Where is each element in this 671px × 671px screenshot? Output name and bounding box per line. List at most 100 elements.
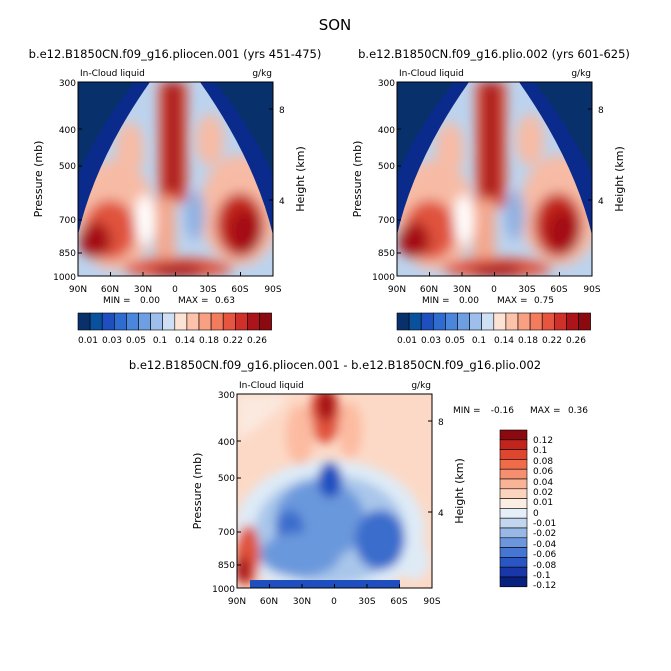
panel-2-colorbar-label: 0.14 [494, 336, 514, 346]
panel-2-colorbar-label: 0.05 [445, 336, 465, 346]
panel-3-units: g/kg [411, 381, 431, 391]
panel-3-xtick: 90S [423, 597, 440, 607]
panel-3-colorbar-label: -0.04 [533, 540, 557, 550]
panel-3-xtick: 60N [260, 597, 278, 607]
panel-2-ytick: 850 [378, 249, 395, 259]
panel-1-colorbar-label: 0.05 [126, 336, 146, 346]
colorbar-swatch [529, 312, 543, 331]
panel-1-colorbar-label: 0.18 [199, 336, 219, 346]
panel-3-xtick: 0 [331, 597, 337, 607]
colorbar-swatch [499, 537, 528, 548]
panel-3-ytick: 500 [218, 474, 235, 484]
panel-2: b.e12.B1850CN.f09_g16.plio.002 (yrs 601-… [351, 47, 630, 346]
panel-3-colorbar-label: -0.02 [533, 529, 556, 539]
panel-2-max-label: MAX = [497, 296, 528, 306]
colorbar-swatch [499, 576, 528, 588]
panel-1-min-value: 0.00 [140, 296, 160, 306]
panel-3: b.e12.B1850CN.f09_g16.pliocen.001 - b.e1… [129, 358, 588, 607]
panel-2-xtick: 0 [491, 285, 497, 295]
colorbar-swatch [499, 449, 528, 460]
panel-3-ylabel: Pressure (mb) [191, 453, 204, 530]
panel-2-height-tick: 4 [598, 197, 604, 207]
panel-1-tick-marks [77, 81, 274, 277]
colorbar-swatch [578, 312, 591, 331]
colorbar-swatch [89, 312, 103, 331]
panel-1-xtick: 90N [69, 285, 87, 295]
panel-3-colorbar-label: -0.08 [533, 561, 557, 571]
panel-1-height-tick: 4 [279, 197, 285, 207]
panel-3-colorbar-label: 0.04 [533, 478, 553, 488]
panel-3-axes: 300 400 500 700 850 1000 90N 60N 30N 0 3… [191, 391, 466, 607]
panel-1-ytick: 400 [59, 126, 76, 136]
panel-1-colorbar [77, 312, 272, 331]
panel-2-xtick: 90S [583, 285, 600, 295]
panel-3-colorbar-label: -0.12 [533, 581, 556, 591]
panel-3-colorbar-label: 0.01 [533, 498, 553, 508]
panel-1-ytick: 700 [59, 216, 76, 226]
colorbar-swatch [499, 488, 528, 499]
panel-3-xtick: 30N [293, 597, 311, 607]
panel-1-colorbar-label: 0.14 [175, 336, 195, 346]
panel-1-colorbar-label: 0.01 [78, 336, 98, 346]
colorbar-swatch [499, 459, 528, 470]
panel-3-height-tick: 4 [438, 509, 444, 519]
panel-1-max-value: 0.63 [215, 296, 235, 306]
colorbar-swatch [114, 312, 127, 331]
panel-2-units: g/kg [571, 69, 591, 79]
panel-1-xtick: 60N [101, 285, 119, 295]
panel-3-xtick: 60S [390, 597, 407, 607]
colorbar-swatch [499, 547, 528, 558]
colorbar-swatch [432, 312, 446, 331]
colorbar-swatch [493, 312, 507, 331]
panel-3-xtick: 30S [358, 597, 375, 607]
panel-1-xtick: 30S [199, 285, 216, 295]
panel-2-xtick: 90N [388, 285, 406, 295]
panel-3-field [237, 394, 432, 588]
colorbar-swatch [499, 566, 528, 578]
panel-1-xtick: 0 [172, 285, 178, 295]
colorbar-swatch [126, 312, 139, 331]
panel-3-colorbar-label: 0.08 [533, 457, 553, 467]
panel-3-ytick: 1000 [212, 585, 235, 595]
panel-2-ytick: 500 [378, 162, 395, 172]
panel-2-colorbar-label: 0.01 [397, 336, 417, 346]
colorbar-swatch [553, 312, 567, 331]
panel-3-colorbar-label: 0 [533, 509, 539, 519]
panel-3-colorbar [499, 429, 528, 588]
colorbar-swatch [259, 312, 272, 331]
panel-3-title: b.e12.B1850CN.f09_g16.pliocen.001 - b.e1… [129, 358, 541, 372]
panel-3-xtick: 90N [228, 597, 246, 607]
panel-1-colorbar-label: 0.03 [102, 336, 122, 346]
panel-3-colorbar-label: -0.06 [533, 550, 557, 560]
colorbar-swatch [235, 312, 248, 331]
panel-3-left-label: In-Cloud liquid [239, 381, 304, 391]
colorbar-swatch [499, 478, 528, 490]
panel-3-colorbar-label: 0.1 [533, 446, 547, 456]
panel-3-min-label: MIN = [453, 406, 481, 416]
panel-2-ytick: 700 [378, 216, 395, 226]
panel-2-xtick: 60N [420, 285, 438, 295]
panel-1-colorbar-label: 0.22 [223, 336, 243, 346]
colorbar-swatch [566, 312, 579, 331]
panel-1-ytick: 500 [59, 162, 76, 172]
panel-2-min-value: 0.00 [459, 296, 479, 306]
panel-2-height-tick: 8 [598, 106, 604, 116]
colorbar-swatch [445, 312, 458, 331]
panel-2-ytick: 400 [378, 126, 395, 136]
colorbar-swatch [499, 498, 528, 509]
panel-2-ylabel-right: Height (km) [613, 146, 626, 212]
panel-2-tick-marks [396, 81, 593, 277]
colorbar-swatch [174, 312, 188, 331]
panel-2-ylabel: Pressure (mb) [351, 141, 364, 218]
panel-3-height-tick: 8 [438, 418, 444, 428]
panel-1-ytick: 1000 [53, 273, 76, 283]
panel-3-max-value: 0.36 [568, 406, 588, 416]
panel-3-min-value: -0.16 [491, 406, 515, 416]
panel-1-field [78, 82, 273, 276]
panel-1-title: b.e12.B1850CN.f09_g16.pliocen.001 (yrs 4… [29, 47, 322, 61]
panel-2-colorbar-label: 0.26 [566, 336, 586, 346]
panel-1-ylabel-right: Height (km) [294, 146, 307, 212]
panel-2-xtick: 30S [518, 285, 535, 295]
colorbar-swatch [138, 312, 151, 331]
colorbar-swatch [499, 517, 528, 529]
